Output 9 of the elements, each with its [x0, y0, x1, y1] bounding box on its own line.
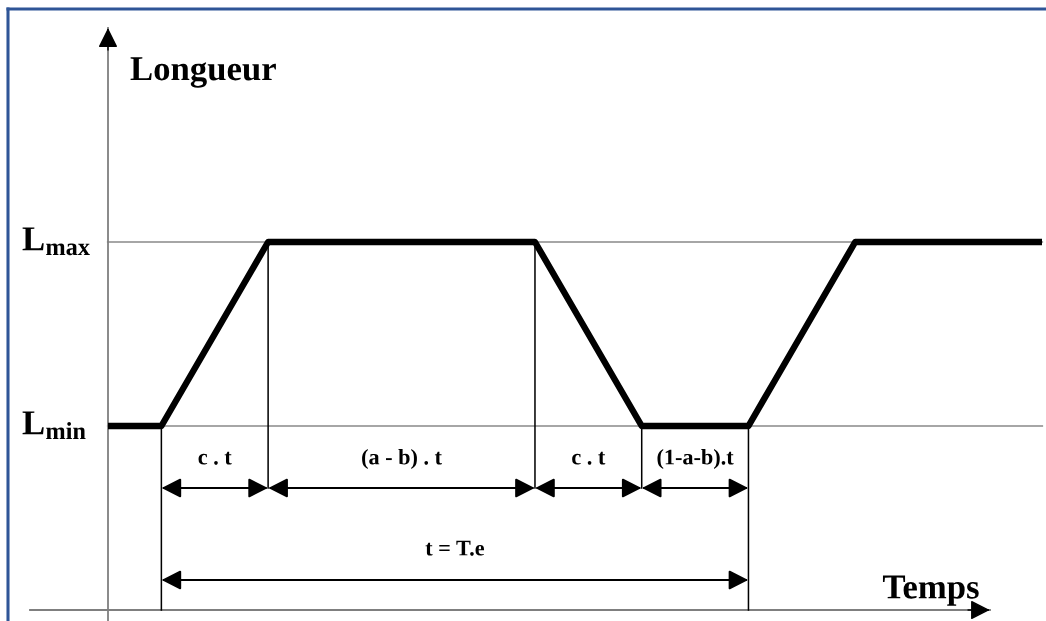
- annotation: c . t: [198, 451, 232, 465]
- ref-line-label: L$_{min}$: [22, 411, 86, 439]
- annotation: (a - b) . t: [362, 448, 442, 470]
- y-axis-title: Longueur: [130, 57, 276, 88]
- x-axis-title: Temps: [882, 575, 979, 606]
- annotation: (1-a-b).t: [657, 448, 734, 470]
- ref-line-label: L$_{max}$: [22, 227, 90, 256]
- annotation: c . t: [572, 451, 606, 465]
- annotation: t = T.e: [425, 540, 485, 556]
